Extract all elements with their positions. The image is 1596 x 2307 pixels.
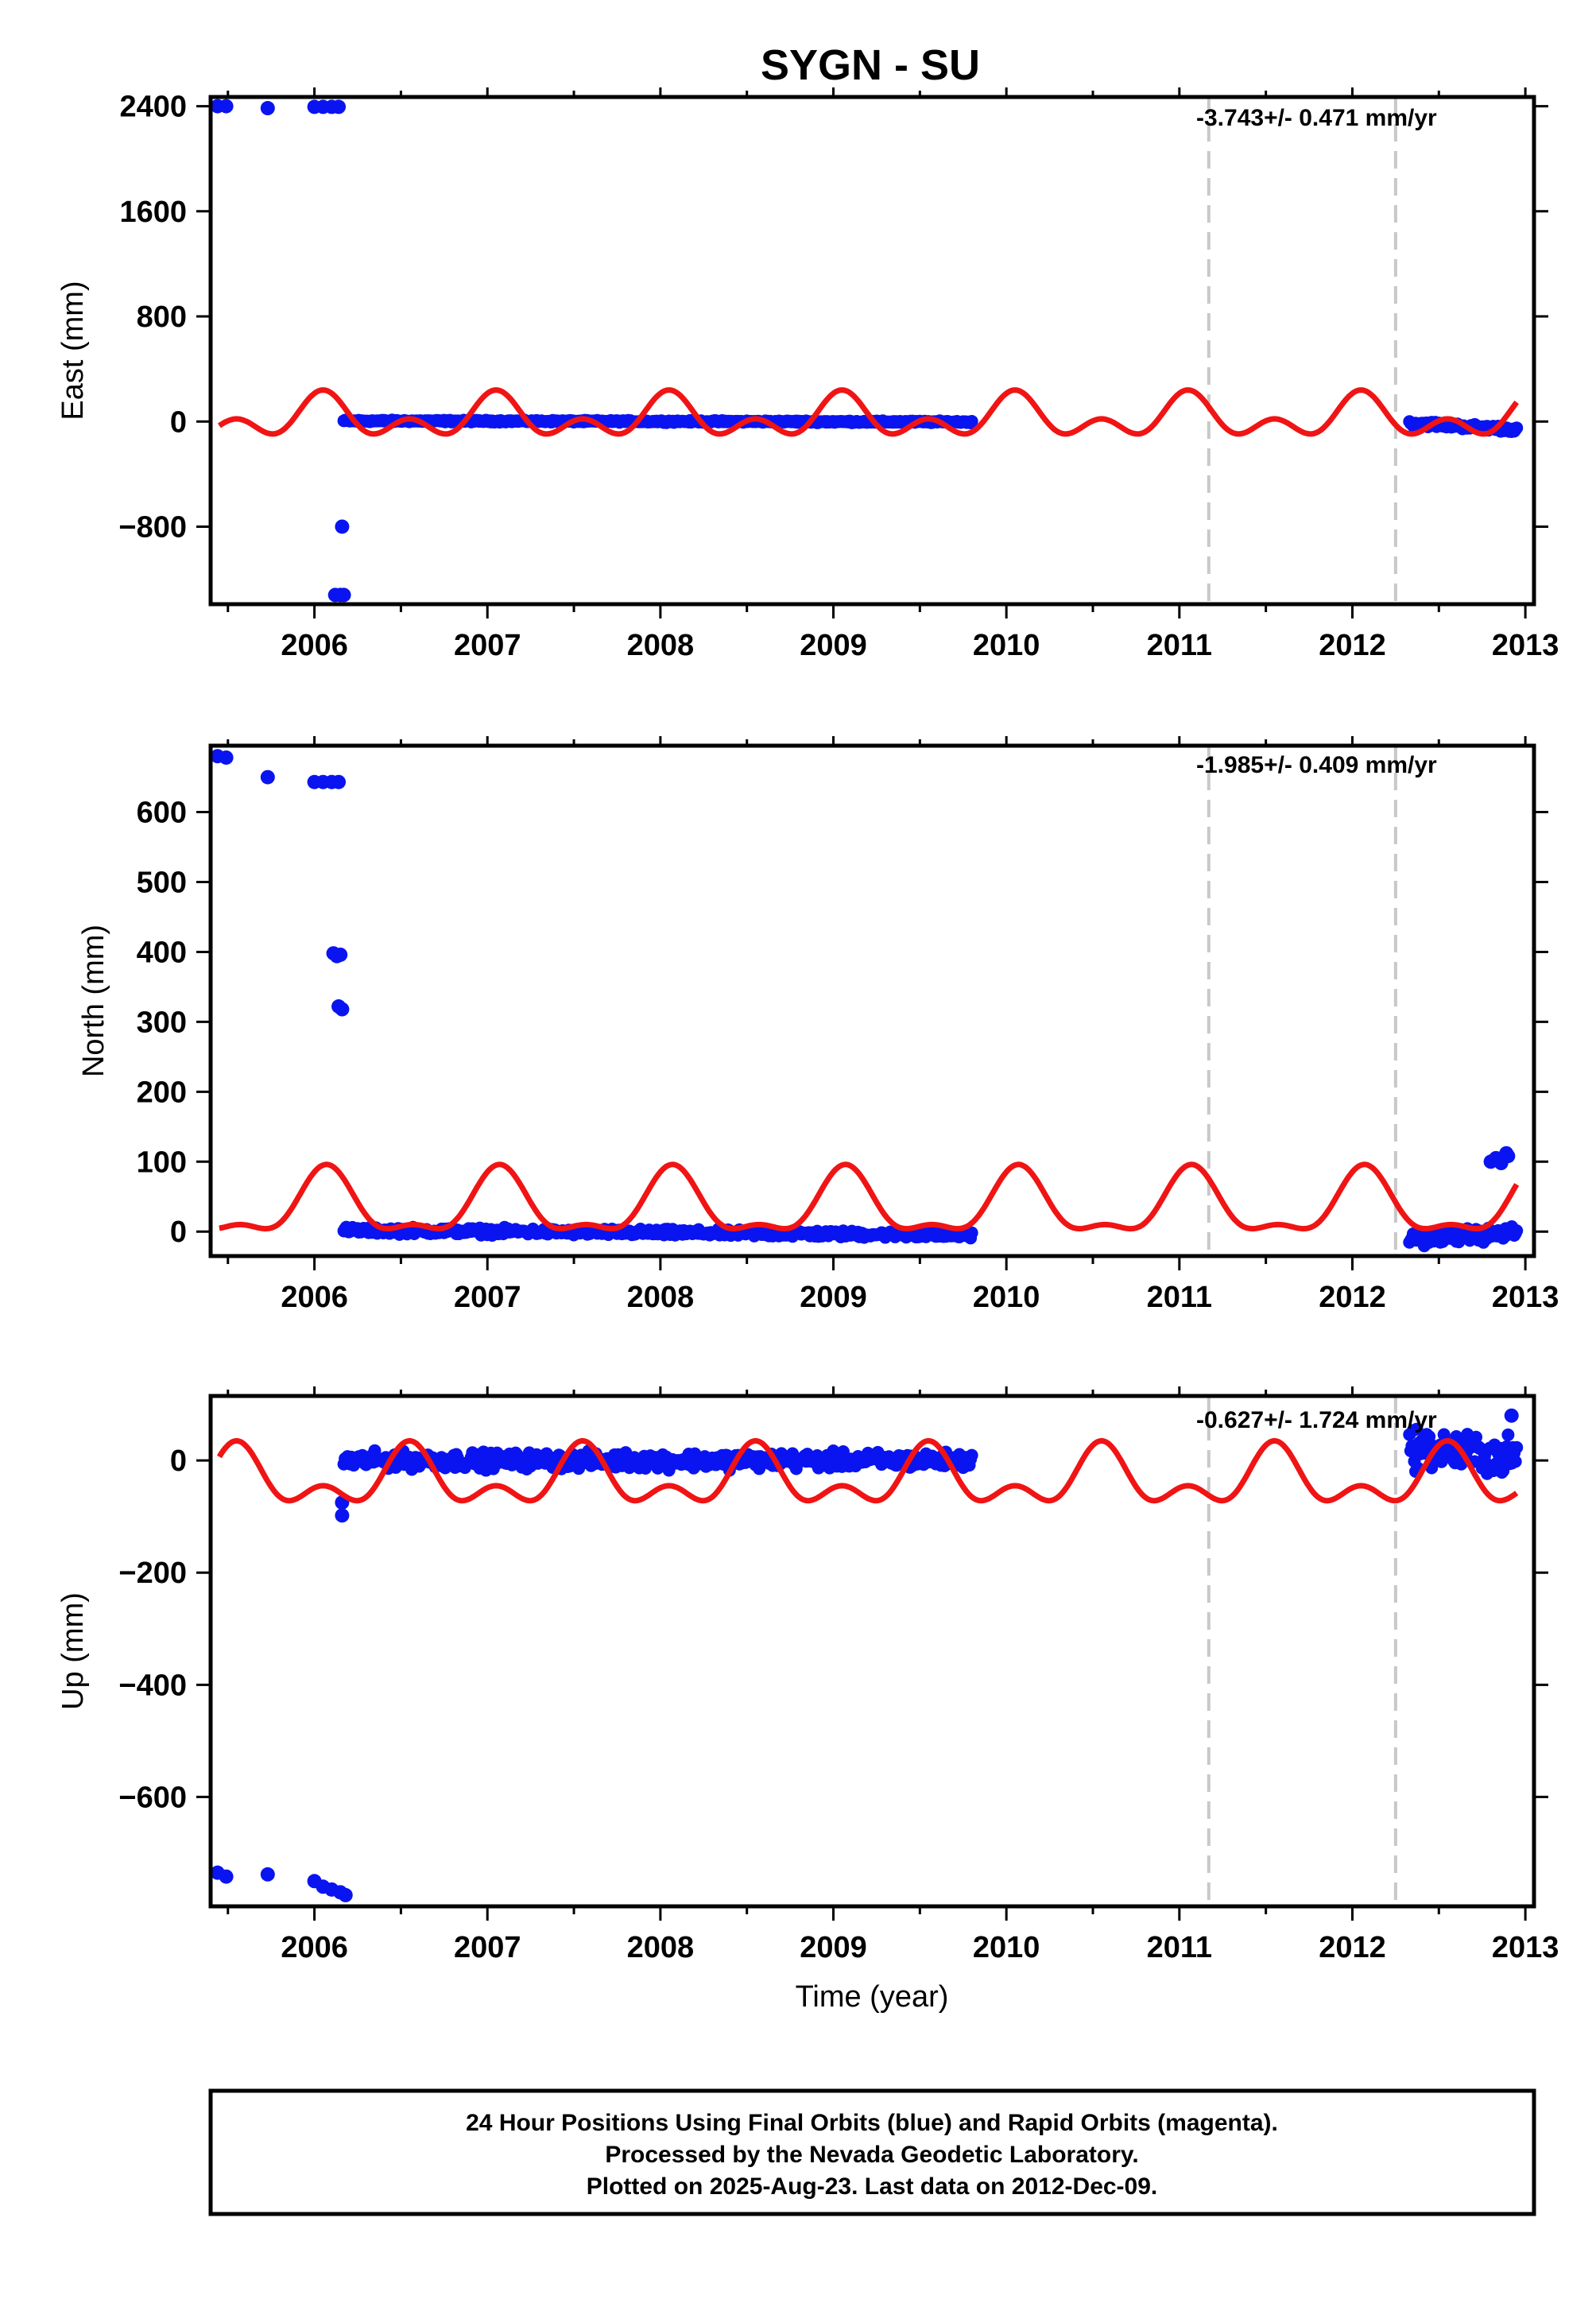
x-tick-label: 2008 bbox=[627, 629, 695, 662]
x-tick-label: 2010 bbox=[973, 1281, 1040, 1314]
x-tick-label: 2013 bbox=[1492, 1281, 1559, 1314]
footer-line-3: Plotted on 2025-Aug-23. Last data on 201… bbox=[587, 2173, 1158, 2200]
chart-title: SYGN - SU bbox=[761, 41, 980, 89]
y-tick-label: 1600 bbox=[119, 196, 187, 229]
panel-east-rate: -3.743+/- 0.471 mm/yr bbox=[1196, 105, 1437, 131]
footer-line-2: Processed by the Nevada Geodetic Laborat… bbox=[605, 2142, 1138, 2168]
panel-east: 2006 2007 2008 2009 2010 2011 2012 2013 2400 1600… bbox=[56, 87, 1559, 662]
panel-up-model-curve bbox=[216, 1437, 1519, 1504]
x-tick-label: 2013 bbox=[1492, 629, 1559, 662]
data-point bbox=[965, 1226, 978, 1239]
data-point-outlier bbox=[333, 947, 348, 962]
data-point bbox=[1510, 1440, 1524, 1454]
footer-line-1: 24 Hour Positions Using Final Orbits (bl… bbox=[466, 2110, 1278, 2136]
x-tick-label: 2008 bbox=[627, 1281, 695, 1314]
x-tick-label: 2006 bbox=[281, 1931, 348, 1964]
data-point-outlier bbox=[338, 1887, 353, 1902]
y-tick-label: 0 bbox=[170, 1444, 187, 1478]
data-point-outlier bbox=[219, 1869, 234, 1884]
panel-north: 2006 2007 2008 2009 2010 2011 2012 2013 600 500 40… bbox=[77, 736, 1559, 1314]
panel-north-plot-area bbox=[211, 746, 1524, 1256]
data-point-outlier bbox=[260, 101, 275, 116]
panel-east-data-points bbox=[211, 99, 1524, 603]
panel-up-ylabel: Up (mm) bbox=[56, 1592, 90, 1710]
y-tick-label: 100 bbox=[137, 1146, 187, 1179]
y-tick-label: 300 bbox=[137, 1006, 187, 1039]
panel-north-model-curve bbox=[218, 1161, 1520, 1232]
x-tick-label: 2009 bbox=[800, 1281, 867, 1314]
footer-frame bbox=[208, 2088, 1536, 2216]
panel-north-rate: -1.985+/- 0.409 mm/yr bbox=[1196, 752, 1437, 778]
data-point-outlier bbox=[331, 99, 347, 114]
data-point bbox=[1510, 1224, 1524, 1238]
data-point-outlier bbox=[260, 1867, 275, 1882]
x-tick-label: 2010 bbox=[973, 1931, 1040, 1964]
y-tick-label: 400 bbox=[137, 936, 187, 969]
data-point-outlier bbox=[219, 750, 234, 765]
y-tick-label: 0 bbox=[170, 1216, 187, 1249]
y-tick-label: 800 bbox=[137, 300, 187, 334]
data-point bbox=[1509, 1455, 1522, 1468]
x-tick-label: 2010 bbox=[973, 629, 1040, 662]
x-tick-label: 2007 bbox=[454, 1931, 521, 1964]
panel-east-frame bbox=[208, 95, 1536, 607]
x-tick-label: 2012 bbox=[1319, 629, 1386, 662]
panel-up-data-points bbox=[211, 1408, 1524, 1902]
panel-east-model-curve bbox=[217, 387, 1519, 437]
panel-east-ylabel: East (mm) bbox=[56, 281, 90, 420]
y-tick-label: 0 bbox=[170, 405, 187, 439]
y-tick-label: 200 bbox=[137, 1076, 187, 1109]
data-point bbox=[1410, 1422, 1424, 1436]
x-tick-label: 2012 bbox=[1319, 1281, 1386, 1314]
data-point bbox=[965, 1448, 978, 1462]
x-axis-label: Time (year) bbox=[796, 1980, 949, 2014]
panel-north-ylabel: North (mm) bbox=[77, 925, 110, 1077]
data-point bbox=[1501, 1149, 1516, 1164]
x-tick-label: 2013 bbox=[1492, 1931, 1559, 1964]
data-point bbox=[1501, 1428, 1515, 1441]
data-point bbox=[1470, 1430, 1483, 1444]
panel-up: 2006 2007 2008 2009 2010 2011 2012 2013 0 −200 −40… bbox=[56, 1386, 1559, 1964]
data-point bbox=[753, 1462, 766, 1475]
y-tick-label: −400 bbox=[118, 1669, 187, 1702]
x-tick-label: 2009 bbox=[800, 1931, 867, 1964]
y-tick-label: 600 bbox=[137, 797, 187, 830]
x-tick-label: 2008 bbox=[627, 1931, 695, 1964]
y-tick-label: 2400 bbox=[119, 91, 187, 124]
x-tick-label: 2009 bbox=[800, 629, 867, 662]
panel-up-rate: -0.627+/- 1.724 mm/yr bbox=[1196, 1407, 1437, 1433]
data-point bbox=[965, 414, 978, 428]
y-tick-label: −600 bbox=[118, 1781, 187, 1814]
x-tick-label: 2006 bbox=[281, 1281, 348, 1314]
x-tick-label: 2012 bbox=[1319, 1931, 1386, 1964]
data-point bbox=[1510, 421, 1524, 435]
data-point-outlier bbox=[1504, 1408, 1519, 1423]
data-point-outlier bbox=[336, 587, 351, 603]
data-point-outlier bbox=[335, 519, 350, 534]
x-tick-label: 2007 bbox=[454, 1281, 521, 1314]
data-point-outlier bbox=[335, 1002, 350, 1017]
y-tick-label: −800 bbox=[118, 510, 187, 544]
x-tick-label: 2007 bbox=[454, 629, 521, 662]
x-tick-label: 2011 bbox=[1147, 1931, 1212, 1964]
panel-north-frame bbox=[208, 743, 1536, 1258]
data-point-outlier bbox=[331, 774, 347, 789]
data-point-outlier bbox=[219, 99, 234, 114]
y-tick-label: 500 bbox=[137, 866, 187, 899]
x-tick-label: 2011 bbox=[1147, 1281, 1212, 1314]
y-tick-label: −200 bbox=[118, 1557, 187, 1590]
panel-up-frame bbox=[208, 1394, 1536, 1909]
x-tick-label: 2011 bbox=[1147, 629, 1212, 662]
data-point-outlier bbox=[335, 1508, 350, 1523]
x-tick-label: 2006 bbox=[281, 629, 348, 662]
data-point-outlier bbox=[260, 770, 275, 785]
panel-north-data-points bbox=[211, 749, 1524, 1253]
panel-up-plot-area bbox=[211, 1396, 1524, 1906]
panel-east-plot-area bbox=[211, 97, 1524, 604]
footer-box: 24 Hour Positions Using Final Orbits (bl… bbox=[208, 2088, 1536, 2216]
